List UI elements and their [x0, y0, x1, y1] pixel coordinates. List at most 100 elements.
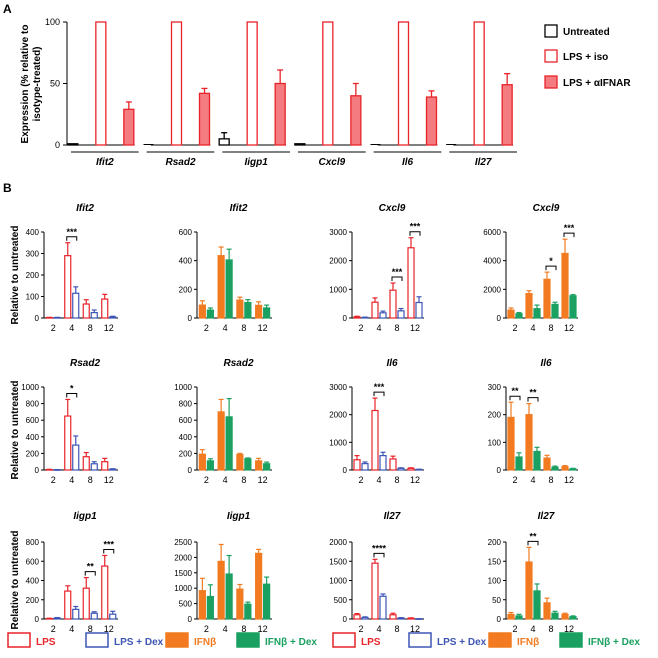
subplot-ytick-label: 0	[497, 615, 502, 624]
subplot-ytick-label: 0	[497, 314, 502, 323]
subplot-title: Cxcl9	[533, 203, 560, 214]
subplot-bar	[533, 308, 541, 319]
subplot-bar	[101, 565, 109, 620]
subplot-bar	[561, 466, 569, 471]
subplot-xtick-label: 12	[564, 624, 574, 634]
subplot-bar	[407, 467, 415, 471]
subplot-ytick-label: 1500	[329, 557, 347, 566]
subplot-bar	[507, 416, 515, 471]
subplot-xtick-label: 8	[394, 323, 399, 333]
subplot-xtick-label: 2	[512, 323, 517, 333]
subplot-ytick-label: 300	[26, 250, 40, 259]
subplot-bar	[236, 299, 244, 319]
panel-a-bar	[322, 21, 334, 146]
panel-a-bar	[95, 21, 107, 146]
subplot-ytick-label: 4000	[483, 257, 501, 266]
subplot-ytick-label: 100	[488, 438, 502, 447]
panel-a-ylabel-line: Expression (% relative to	[20, 25, 31, 144]
significance-label: **	[511, 386, 519, 396]
significance-label: ***	[410, 222, 421, 232]
panel-b-subplot: Cxcl9 0 1000 2000 3000 2 4 8 12 *** ***	[329, 203, 424, 333]
subplot-ytick-label: 1000	[329, 577, 347, 586]
panel-b-ylabel: Relative to untreated	[10, 381, 21, 480]
significance-bracket	[66, 392, 78, 398]
subplot-bar	[72, 444, 80, 471]
subplot-ytick-label: 500	[334, 596, 348, 605]
subplot-xtick-label: 2	[204, 323, 209, 333]
subplot-ytick-label: 600	[179, 416, 193, 425]
subplot-bar	[415, 301, 423, 319]
subplot-bar	[515, 313, 523, 319]
significance-label: **	[87, 562, 95, 572]
subplot-ytick-label: 200	[488, 411, 502, 420]
subplot-bar	[515, 615, 523, 620]
panel-b-charts: Relative to untreated Relative to untreat…	[10, 203, 578, 634]
subplot-title: Il27	[384, 511, 401, 522]
panel-b-legend: LPS LPS + Dex IFNβ IFNβ + Dex LPS LPS + Dex IF…	[7, 632, 640, 648]
subplot-xtick-label: 4	[530, 323, 535, 333]
subplot-ytick-label: 800	[179, 400, 193, 409]
subplot-ytick-label: 2500	[174, 538, 192, 547]
subplot-bar	[72, 292, 80, 319]
subplot-ytick-label: 200	[179, 285, 193, 294]
panel-a-bar	[143, 144, 154, 145]
subplot-bar	[64, 590, 72, 620]
subplot-ytick-label: 200	[26, 449, 40, 458]
panel-b-legend-swatch	[408, 632, 432, 648]
subplot-bar	[569, 616, 577, 620]
significance-label: *	[549, 256, 553, 266]
subplot-ytick-label: 1500	[174, 569, 192, 578]
subplot-bar	[353, 614, 361, 620]
subplot-bar	[543, 602, 551, 620]
subplot-ytick-label: 1000	[174, 584, 192, 593]
panel-b-legend-label: LPS + Dex	[437, 637, 487, 648]
subplot-bar	[236, 588, 244, 620]
subplot-title: Il27	[538, 511, 555, 522]
significance-bracket	[509, 395, 521, 401]
subplot-title: Ifit2	[230, 203, 248, 214]
subplot-xtick-label: 8	[394, 624, 399, 634]
subplot-bar	[361, 616, 369, 620]
significance-label: ***	[392, 267, 403, 277]
subplot-title: Iigp1	[227, 511, 251, 522]
panel-a-bar	[246, 21, 258, 146]
subplot-xtick-label: 12	[104, 624, 114, 634]
subplot-title: Cxcl9	[379, 203, 406, 214]
subplot-bar	[569, 468, 577, 471]
panel-b-subplot: Il27 0 500 1000 1500 2000 2 4 8 12 ****	[329, 511, 424, 634]
panel-b-ylabel: Relative to untreated	[10, 531, 21, 630]
subplot-xtick-label: 8	[548, 323, 553, 333]
panel-a-legend-label: LPS + iso	[563, 52, 608, 63]
subplot-bar	[353, 459, 361, 471]
panel-a-category-label: Il27	[475, 157, 492, 168]
significance-bracket	[545, 265, 557, 271]
panel-a-legend-swatch	[544, 24, 558, 38]
significance-label: ***	[66, 227, 77, 237]
panel-a-bar	[123, 108, 135, 146]
subplot-bar	[217, 560, 225, 620]
panel-a-ytick-label: 100	[45, 17, 60, 27]
subplot-title: Il6	[540, 358, 552, 369]
subplot-xtick-label: 8	[241, 323, 246, 333]
subplot-ytick-label: 200	[179, 449, 193, 458]
panel-a-bar	[473, 21, 485, 146]
subplot-ytick-label: 3000	[329, 228, 347, 237]
subplot-ytick-label: 3000	[329, 383, 347, 392]
significance-bracket	[527, 540, 539, 546]
panel-a-legend-swatch	[544, 75, 558, 89]
subplot-title: Rsad2	[223, 358, 253, 369]
subplot-bar	[244, 603, 252, 620]
subplot-xtick-label: 4	[69, 624, 74, 634]
subplot-xtick-label: 2	[358, 624, 363, 634]
subplot-bar	[90, 612, 98, 620]
significance-label: **	[529, 388, 537, 398]
panel-a-legend-label: LPS + αIFNAR	[563, 78, 631, 89]
subplot-xtick-label: 12	[258, 624, 268, 634]
subplot-bar	[206, 595, 214, 620]
subplot-xtick-label: 8	[241, 475, 246, 485]
subplot-xtick-label: 4	[69, 475, 74, 485]
panel-a-bar	[397, 21, 410, 146]
subplot-bar	[361, 463, 369, 471]
subplot-xtick-label: 12	[258, 323, 268, 333]
